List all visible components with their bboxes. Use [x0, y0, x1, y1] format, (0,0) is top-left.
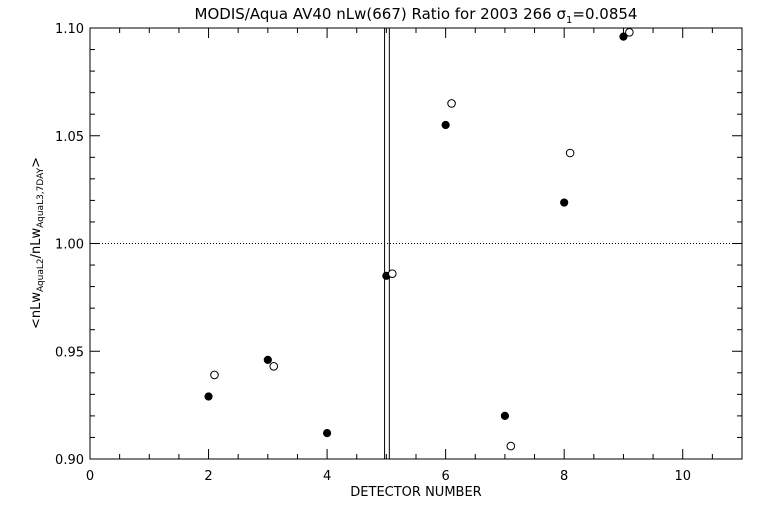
plot-frame	[89, 27, 743, 460]
data-point-open	[447, 99, 456, 108]
data-point-filled	[560, 198, 569, 207]
data-point-open	[506, 441, 516, 451]
x-axis: 0 2 4 6 8 10	[86, 28, 743, 484]
x-tick-label: 6	[441, 469, 449, 484]
x-tick-label: 10	[674, 469, 691, 484]
data-point-filled	[619, 32, 628, 41]
y-tick-label: 1.00	[55, 238, 84, 253]
vertical-lines	[384, 28, 390, 459]
y-axis: 0.90 0.95 1.00 1.05 1.10	[55, 22, 742, 468]
x-axis-label: DETECTOR NUMBER	[350, 485, 481, 500]
data-point-open	[269, 362, 279, 371]
data-point-filled	[263, 355, 272, 364]
y-tick-label: 0.95	[55, 345, 84, 360]
y-tick-label: 1.05	[55, 130, 84, 145]
data-point-filled	[500, 411, 510, 420]
y-tick-label: 1.10	[55, 22, 84, 37]
data-point-open	[387, 269, 397, 278]
data-point-filled	[322, 429, 332, 438]
x-tick-label: 8	[560, 469, 568, 484]
y-axis-label: <nLwAquaL2/nLwAquaL3,7DAY>	[29, 157, 46, 329]
data-point-open	[625, 28, 634, 37]
data-point-filled	[204, 392, 213, 401]
x-tick-label: 2	[204, 469, 212, 484]
data-points	[204, 28, 634, 451]
data-point-open	[565, 148, 575, 158]
chart-title: MODIS/Aqua AV40 nLw(667) Ratio for 2003 …	[195, 5, 638, 26]
y-tick-label: 0.90	[55, 453, 84, 468]
x-tick-label: 4	[323, 469, 331, 484]
data-point-filled	[441, 120, 450, 130]
data-point-open	[210, 370, 219, 380]
x-tick-label: 0	[86, 469, 94, 484]
